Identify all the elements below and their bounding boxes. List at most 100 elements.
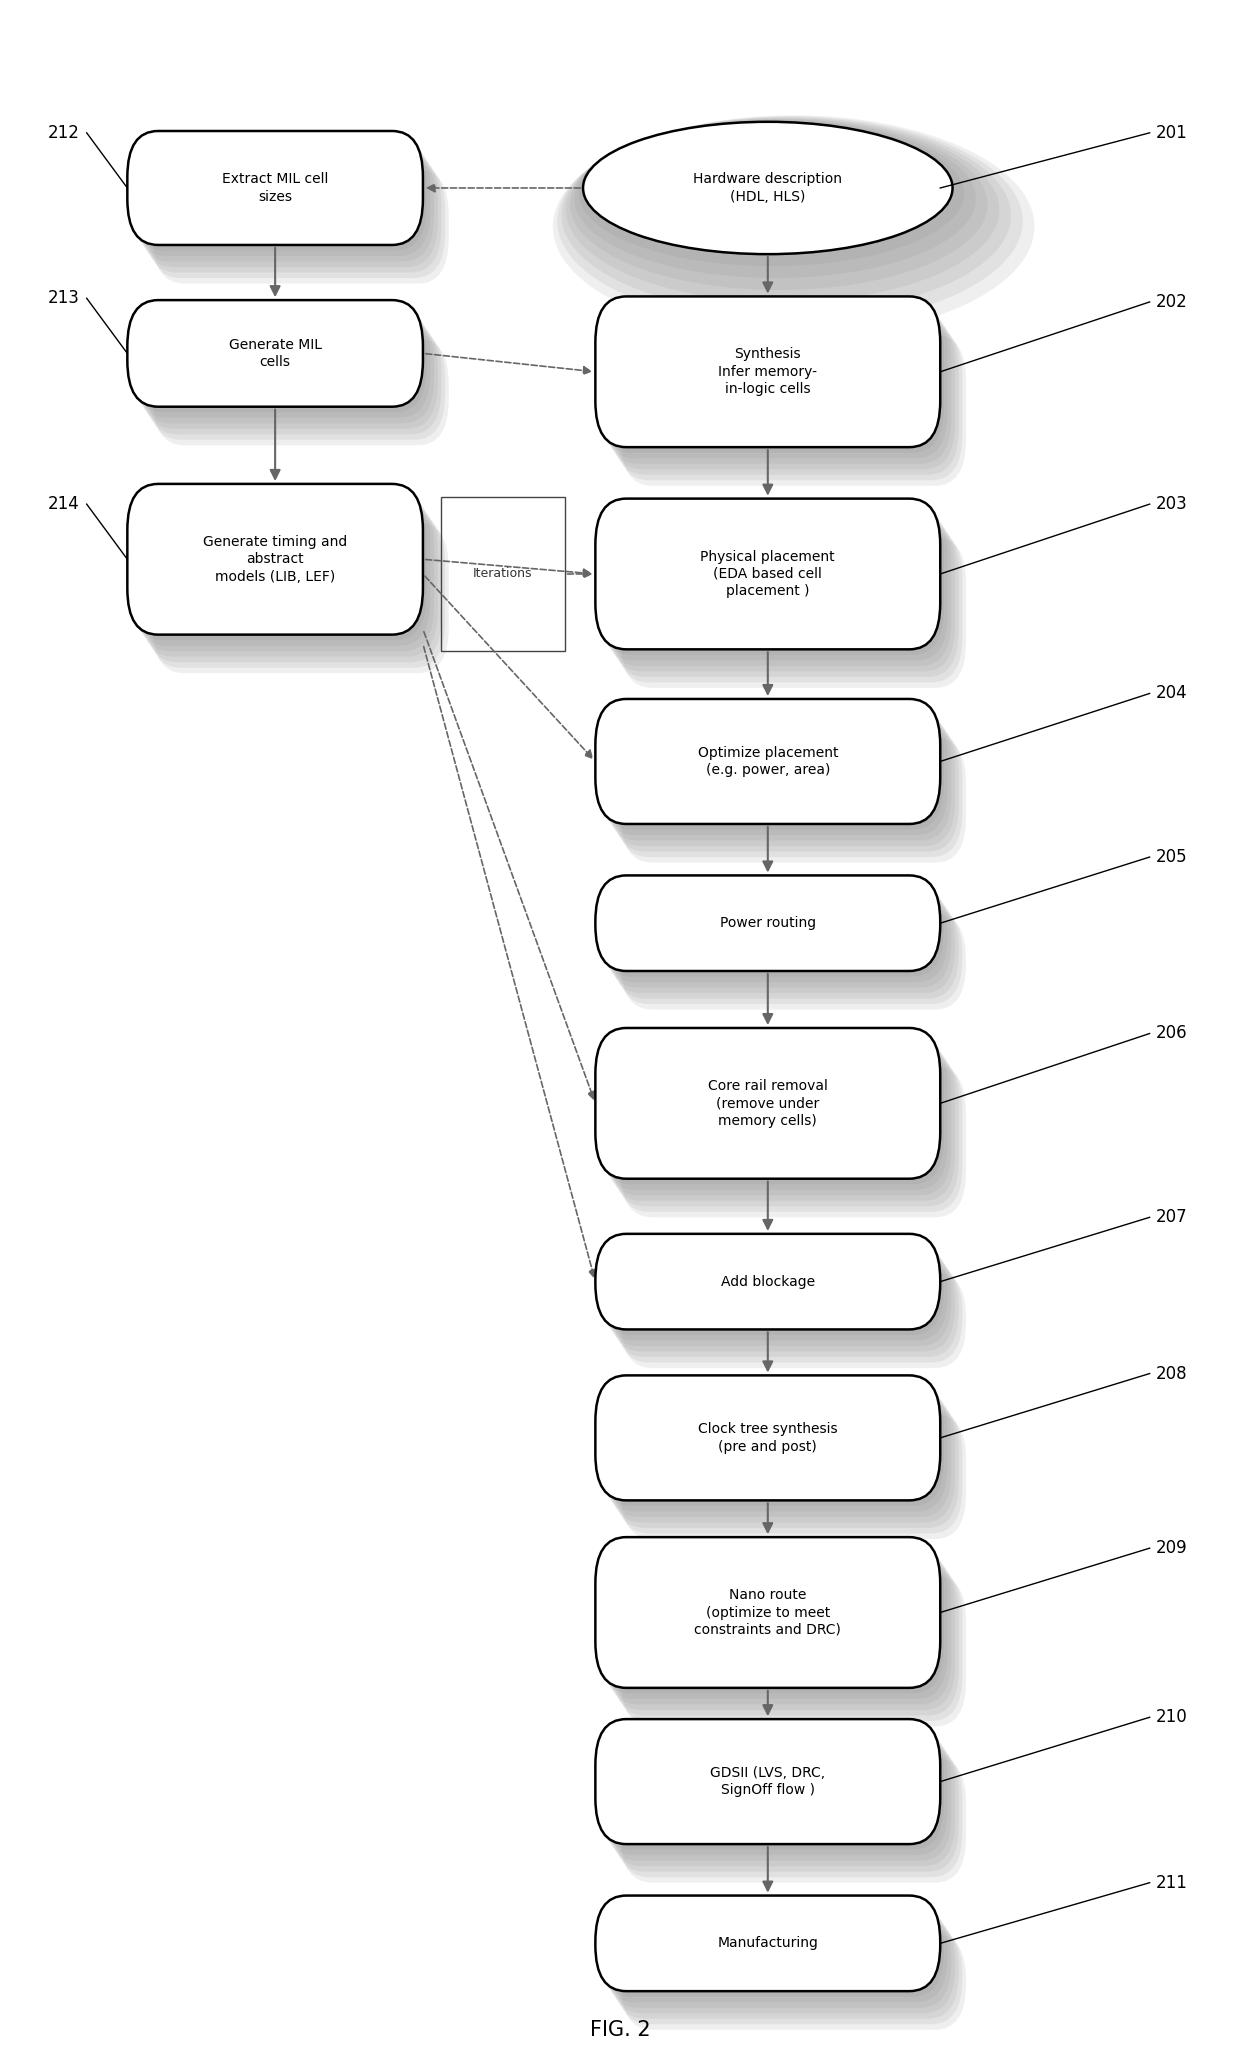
FancyBboxPatch shape bbox=[618, 909, 962, 1005]
FancyBboxPatch shape bbox=[618, 1571, 962, 1722]
Text: 205: 205 bbox=[1156, 847, 1188, 866]
FancyBboxPatch shape bbox=[150, 517, 445, 668]
Text: 214: 214 bbox=[47, 496, 79, 513]
FancyBboxPatch shape bbox=[143, 153, 438, 267]
FancyBboxPatch shape bbox=[603, 709, 947, 835]
FancyBboxPatch shape bbox=[146, 159, 441, 273]
Text: Generate MIL
cells: Generate MIL cells bbox=[228, 337, 321, 370]
FancyBboxPatch shape bbox=[606, 715, 951, 841]
FancyBboxPatch shape bbox=[618, 732, 962, 858]
Text: Power routing: Power routing bbox=[719, 916, 816, 930]
FancyBboxPatch shape bbox=[614, 1565, 959, 1716]
FancyBboxPatch shape bbox=[614, 1922, 959, 2019]
FancyBboxPatch shape bbox=[595, 1027, 940, 1178]
FancyBboxPatch shape bbox=[606, 1554, 951, 1705]
FancyBboxPatch shape bbox=[606, 312, 951, 463]
Text: Manufacturing: Manufacturing bbox=[718, 1937, 818, 1951]
Text: 206: 206 bbox=[1156, 1025, 1188, 1042]
FancyBboxPatch shape bbox=[614, 1403, 959, 1528]
FancyBboxPatch shape bbox=[595, 876, 940, 971]
FancyBboxPatch shape bbox=[131, 490, 427, 641]
Text: 210: 210 bbox=[1156, 1707, 1188, 1726]
FancyBboxPatch shape bbox=[621, 738, 966, 862]
FancyBboxPatch shape bbox=[618, 1060, 962, 1211]
Text: Iterations: Iterations bbox=[474, 568, 533, 581]
FancyBboxPatch shape bbox=[146, 329, 441, 434]
FancyBboxPatch shape bbox=[606, 1391, 951, 1517]
FancyBboxPatch shape bbox=[595, 498, 940, 649]
Text: Extract MIL cell
sizes: Extract MIL cell sizes bbox=[222, 172, 329, 205]
FancyBboxPatch shape bbox=[610, 1257, 955, 1352]
Text: 209: 209 bbox=[1156, 1540, 1188, 1556]
Ellipse shape bbox=[557, 116, 1023, 327]
FancyBboxPatch shape bbox=[621, 914, 966, 1009]
FancyBboxPatch shape bbox=[614, 527, 959, 676]
Text: Core rail removal
(remove under
memory cells): Core rail removal (remove under memory c… bbox=[708, 1079, 828, 1129]
FancyBboxPatch shape bbox=[128, 300, 423, 407]
FancyBboxPatch shape bbox=[603, 1040, 947, 1191]
FancyBboxPatch shape bbox=[599, 1381, 944, 1507]
Text: Hardware description
(HDL, HLS): Hardware description (HDL, HLS) bbox=[693, 172, 842, 205]
FancyBboxPatch shape bbox=[135, 312, 430, 418]
FancyBboxPatch shape bbox=[135, 143, 430, 256]
FancyBboxPatch shape bbox=[610, 897, 955, 992]
Text: 208: 208 bbox=[1156, 1364, 1188, 1383]
FancyBboxPatch shape bbox=[595, 1895, 940, 1991]
FancyBboxPatch shape bbox=[595, 1720, 940, 1844]
FancyBboxPatch shape bbox=[610, 1740, 955, 1867]
FancyBboxPatch shape bbox=[154, 339, 449, 444]
Text: 204: 204 bbox=[1156, 684, 1188, 703]
FancyBboxPatch shape bbox=[610, 1050, 955, 1201]
FancyBboxPatch shape bbox=[595, 1234, 940, 1329]
FancyBboxPatch shape bbox=[606, 1044, 951, 1195]
Ellipse shape bbox=[583, 122, 952, 254]
Text: FIG. 2: FIG. 2 bbox=[590, 2019, 650, 2040]
FancyBboxPatch shape bbox=[603, 308, 947, 459]
FancyBboxPatch shape bbox=[131, 136, 427, 250]
FancyBboxPatch shape bbox=[128, 484, 423, 635]
FancyBboxPatch shape bbox=[135, 494, 430, 645]
Text: 213: 213 bbox=[47, 289, 79, 308]
FancyBboxPatch shape bbox=[610, 1918, 955, 2013]
FancyBboxPatch shape bbox=[603, 1906, 947, 2003]
FancyBboxPatch shape bbox=[599, 705, 944, 829]
FancyBboxPatch shape bbox=[621, 1414, 966, 1540]
FancyBboxPatch shape bbox=[618, 1408, 962, 1534]
Text: Add blockage: Add blockage bbox=[720, 1275, 815, 1288]
Text: Generate timing and
abstract
models (LIB, LEF): Generate timing and abstract models (LIB… bbox=[203, 535, 347, 583]
FancyBboxPatch shape bbox=[621, 335, 966, 486]
Text: 201: 201 bbox=[1156, 124, 1188, 143]
FancyBboxPatch shape bbox=[618, 1753, 962, 1877]
Text: Nano route
(optimize to meet
constraints and DRC): Nano route (optimize to meet constraints… bbox=[694, 1587, 841, 1637]
FancyBboxPatch shape bbox=[139, 147, 434, 263]
FancyBboxPatch shape bbox=[154, 169, 449, 283]
Text: 203: 203 bbox=[1156, 496, 1188, 513]
FancyBboxPatch shape bbox=[599, 1902, 944, 1997]
Ellipse shape bbox=[553, 116, 1034, 337]
Ellipse shape bbox=[562, 118, 1011, 314]
FancyBboxPatch shape bbox=[621, 1935, 966, 2030]
FancyBboxPatch shape bbox=[128, 130, 423, 246]
FancyBboxPatch shape bbox=[614, 1261, 959, 1358]
FancyBboxPatch shape bbox=[614, 325, 959, 475]
FancyBboxPatch shape bbox=[618, 329, 962, 480]
FancyBboxPatch shape bbox=[606, 893, 951, 988]
FancyBboxPatch shape bbox=[143, 322, 438, 428]
FancyBboxPatch shape bbox=[610, 1559, 955, 1709]
FancyBboxPatch shape bbox=[606, 1251, 951, 1346]
FancyBboxPatch shape bbox=[621, 1067, 966, 1217]
Text: Physical placement
(EDA based cell
placement ): Physical placement (EDA based cell place… bbox=[701, 550, 835, 597]
Text: 202: 202 bbox=[1156, 294, 1188, 310]
Ellipse shape bbox=[574, 120, 976, 279]
FancyBboxPatch shape bbox=[143, 506, 438, 657]
FancyBboxPatch shape bbox=[595, 296, 940, 446]
FancyBboxPatch shape bbox=[610, 318, 955, 469]
FancyBboxPatch shape bbox=[606, 1736, 951, 1860]
FancyBboxPatch shape bbox=[139, 316, 434, 424]
FancyBboxPatch shape bbox=[618, 531, 962, 682]
FancyBboxPatch shape bbox=[154, 523, 449, 674]
FancyBboxPatch shape bbox=[146, 511, 441, 661]
Ellipse shape bbox=[570, 120, 987, 289]
FancyBboxPatch shape bbox=[150, 333, 445, 440]
FancyBboxPatch shape bbox=[618, 1267, 962, 1362]
